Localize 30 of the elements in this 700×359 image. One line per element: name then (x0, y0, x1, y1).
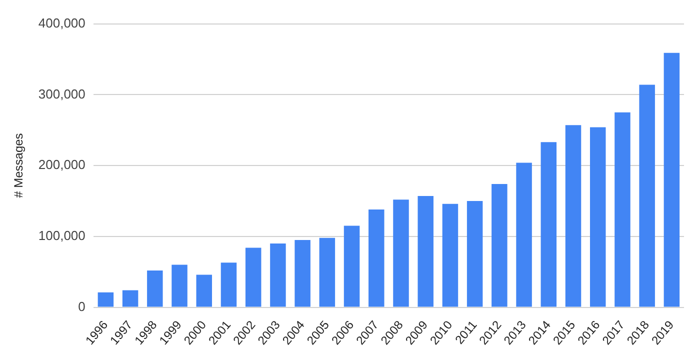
bar (294, 240, 310, 307)
bar (540, 142, 557, 307)
bar (344, 226, 360, 307)
bar (614, 112, 630, 307)
y-tick-label: 100,000 (38, 228, 86, 243)
bar (442, 204, 458, 307)
bar (492, 184, 508, 307)
y-axis-title: # Messages (12, 133, 26, 198)
bar (516, 162, 532, 307)
bar (245, 248, 262, 307)
bar (565, 125, 582, 307)
bar (393, 200, 409, 307)
bar (270, 244, 286, 307)
y-tick-label: 200,000 (38, 157, 86, 172)
y-tick-label: 0 (78, 298, 86, 314)
bar (639, 84, 655, 307)
y-tick-label: 300,000 (38, 86, 86, 102)
bar (196, 274, 212, 307)
y-tick-label: 400,000 (38, 15, 86, 30)
bar (98, 292, 114, 307)
bar (590, 127, 606, 307)
bar (319, 238, 336, 307)
bar (172, 264, 188, 307)
bar (122, 290, 138, 307)
bar (147, 270, 163, 307)
bar (466, 200, 483, 307)
bar (220, 262, 237, 307)
bar (664, 52, 680, 307)
bar (418, 196, 434, 307)
bar (368, 209, 384, 307)
